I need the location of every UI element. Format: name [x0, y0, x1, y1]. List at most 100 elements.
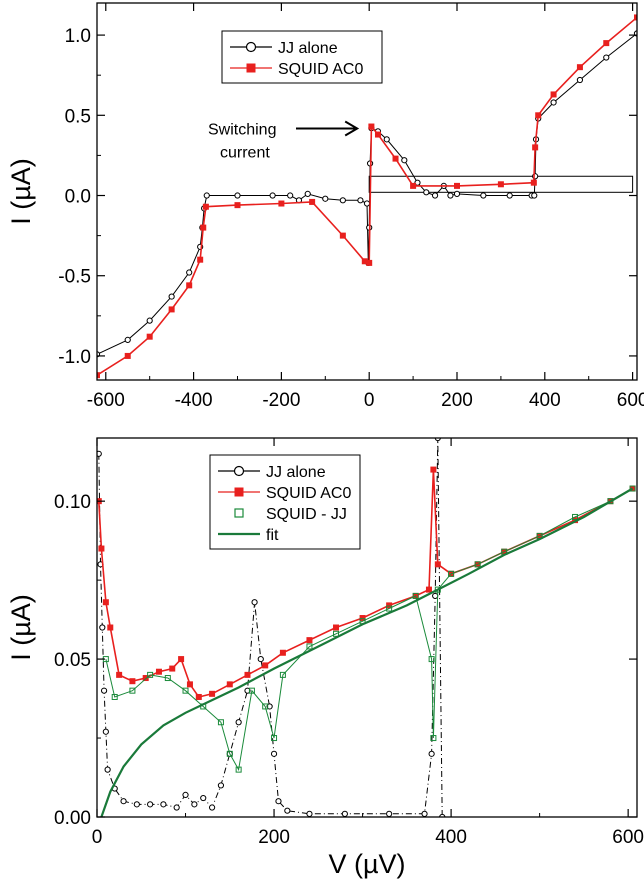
- x-tick-label: -600: [87, 390, 125, 411]
- data-point: [116, 671, 123, 678]
- x-tick-label: 200: [441, 390, 473, 411]
- data-point: [99, 624, 106, 631]
- legend-entry: fit: [218, 527, 279, 544]
- data-point: [530, 179, 537, 186]
- data-point: [306, 637, 313, 644]
- data-point: [200, 794, 207, 802]
- legend-entry: JJ alone: [230, 40, 338, 57]
- data-point: [531, 192, 538, 199]
- data-point: [401, 157, 408, 164]
- data-point: [532, 144, 539, 151]
- data-point: [107, 624, 114, 631]
- top-plot-area: [97, 14, 637, 379]
- data-point: [423, 189, 430, 196]
- data-point: [357, 197, 364, 204]
- data-point: [629, 485, 636, 492]
- data-point: [146, 317, 153, 324]
- bottom-x-axis-label: V (µV): [328, 849, 405, 879]
- data-point: [550, 99, 557, 106]
- data-point: [104, 766, 111, 773]
- data-point: [576, 76, 584, 84]
- data-point: [284, 807, 291, 814]
- plot-clip-group: [97, 14, 637, 379]
- y-tick-label: 0.0: [65, 187, 91, 208]
- data-point: [287, 192, 294, 199]
- data-point: [191, 801, 198, 808]
- series-squid-ac0: [97, 14, 637, 379]
- data-point: [368, 123, 375, 130]
- data-point: [386, 810, 393, 817]
- annotation-line-1: Switching: [208, 122, 276, 139]
- plot-clip-group: [97, 438, 636, 817]
- data-point: [428, 750, 435, 757]
- legend-label: fit: [266, 527, 279, 544]
- data-point: [304, 190, 311, 198]
- data-point: [186, 681, 193, 688]
- axes-frame: [96, 437, 638, 818]
- y-tick-label: 0.10: [54, 492, 91, 513]
- data-point: [124, 336, 131, 343]
- data-point: [209, 690, 216, 697]
- data-point: [173, 804, 180, 811]
- data-point: [269, 192, 276, 199]
- data-point: [366, 259, 373, 266]
- data-point: [432, 592, 439, 600]
- data-point: [434, 586, 441, 593]
- data-point: [262, 703, 269, 710]
- data-point: [251, 599, 258, 606]
- data-point: [275, 798, 282, 805]
- y-tick-label: -1.0: [58, 347, 91, 368]
- data-point: [410, 182, 417, 189]
- data-point: [102, 728, 109, 735]
- data-point: [120, 798, 127, 805]
- data-point: [160, 801, 167, 808]
- data-point: [98, 545, 105, 552]
- data-point: [448, 570, 455, 577]
- data-point: [339, 197, 346, 204]
- data-point: [271, 735, 278, 742]
- x-tick-label: 400: [529, 390, 561, 411]
- data-point: [147, 801, 154, 808]
- bottom-plot-area: [97, 438, 636, 817]
- data-point: [480, 192, 487, 199]
- data-point: [497, 181, 504, 188]
- x-tick-label: 600: [612, 827, 644, 848]
- data-point: [333, 630, 340, 637]
- bottom-y-axis-label: I (µA): [6, 594, 36, 661]
- data-point: [97, 372, 100, 379]
- bottom-panel: 0 200 400 600 0.00 0.05 0.10 I (µA) V (µV) JJ …: [6, 437, 644, 879]
- x-tick-label: 200: [258, 827, 290, 848]
- data-point: [234, 192, 241, 199]
- data-point: [454, 182, 460, 189]
- data-point: [182, 687, 189, 694]
- data-point: [244, 687, 251, 694]
- legend-entry: SQUID AC0: [218, 485, 351, 502]
- data-point: [306, 643, 313, 650]
- data-point: [217, 782, 225, 789]
- data-point: [386, 602, 393, 609]
- data-point: [341, 810, 348, 817]
- data-point: [386, 605, 393, 612]
- data-point: [133, 801, 140, 808]
- y-tick-label: 0.5: [65, 106, 91, 127]
- data-point: [309, 198, 316, 205]
- data-point: [234, 202, 241, 209]
- data-point: [425, 586, 432, 593]
- data-point: [361, 258, 368, 265]
- x-tick-label: 600: [617, 390, 644, 411]
- bottom-legend: JJ alone SQUID AC0 SQUID - JJ fit: [209, 454, 361, 550]
- data-point: [550, 91, 557, 98]
- series-fit: [100, 487, 634, 817]
- data-point: [412, 592, 419, 599]
- legend-label: SQUID AC0: [278, 61, 363, 78]
- y-tick-label: 0.00: [54, 808, 91, 829]
- data-point: [279, 649, 286, 656]
- data-point: [572, 517, 579, 524]
- data-point: [434, 561, 441, 568]
- data-point: [208, 804, 216, 811]
- data-point: [322, 195, 329, 202]
- data-point: [431, 192, 439, 199]
- data-point: [235, 766, 242, 773]
- axes-frame: [96, 2, 638, 381]
- data-point: [164, 675, 171, 682]
